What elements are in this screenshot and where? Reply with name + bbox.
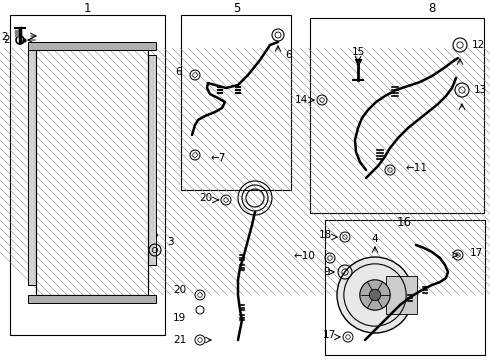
Text: 3: 3: [167, 237, 173, 247]
Text: 8: 8: [428, 1, 436, 14]
Bar: [181, 15, 291, 190]
Text: 1: 1: [83, 1, 91, 14]
Text: ←7: ←7: [210, 153, 225, 163]
Text: 16: 16: [396, 216, 412, 229]
Circle shape: [360, 280, 390, 310]
Circle shape: [337, 257, 413, 333]
Bar: [310, 18, 484, 213]
Text: 14: 14: [295, 95, 308, 105]
Text: ←10: ←10: [293, 251, 315, 261]
Text: 9: 9: [323, 267, 330, 277]
Text: 2: 2: [1, 32, 8, 42]
Text: 12: 12: [472, 40, 485, 50]
Bar: [28, 45, 36, 285]
Text: 13: 13: [474, 85, 487, 95]
Bar: [148, 55, 156, 265]
Bar: [10, 15, 165, 335]
Circle shape: [369, 289, 381, 301]
Text: 4: 4: [372, 234, 378, 244]
Text: 20: 20: [173, 285, 186, 295]
Text: 5: 5: [233, 1, 241, 14]
Bar: [36, 48, 148, 295]
Bar: [387, 276, 417, 314]
Text: 6: 6: [285, 50, 292, 60]
Text: 20: 20: [199, 193, 212, 203]
Text: 17: 17: [470, 248, 483, 258]
Text: 17: 17: [323, 330, 336, 340]
Text: 6: 6: [175, 67, 182, 77]
Text: 19: 19: [173, 313, 186, 323]
Bar: [28, 295, 156, 303]
Text: 21: 21: [173, 335, 186, 345]
Text: ←11: ←11: [405, 163, 427, 173]
Bar: [325, 220, 485, 355]
Text: 15: 15: [351, 47, 365, 57]
Text: 2: 2: [3, 35, 10, 45]
Text: 18: 18: [319, 230, 332, 240]
Bar: [28, 42, 156, 50]
